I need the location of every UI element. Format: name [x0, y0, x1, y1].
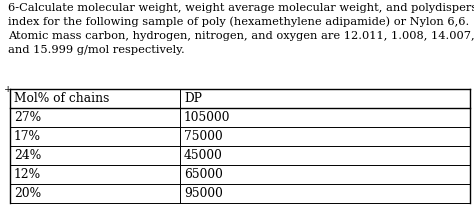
Text: Mol% of chains: Mol% of chains [14, 92, 109, 105]
Text: 65000: 65000 [184, 168, 223, 181]
Text: 27%: 27% [14, 111, 41, 124]
Text: 75000: 75000 [184, 130, 223, 143]
Text: 12%: 12% [14, 168, 41, 181]
Text: 105000: 105000 [184, 111, 230, 124]
Text: DP: DP [184, 92, 202, 105]
Text: +: + [4, 85, 12, 94]
Text: 45000: 45000 [184, 149, 223, 162]
Text: 6-Calculate molecular weight, weight average molecular weight, and polydispersit: 6-Calculate molecular weight, weight ave… [8, 3, 474, 55]
Text: 24%: 24% [14, 149, 41, 162]
Text: 95000: 95000 [184, 187, 223, 200]
Text: 17%: 17% [14, 130, 41, 143]
Text: 20%: 20% [14, 187, 41, 200]
